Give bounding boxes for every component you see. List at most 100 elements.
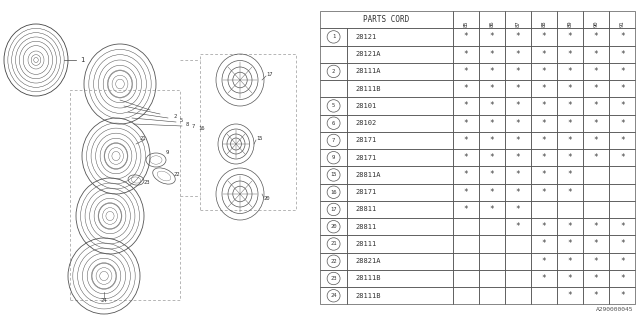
Bar <box>347 149 453 166</box>
Bar <box>453 252 479 270</box>
Text: 22: 22 <box>330 259 337 264</box>
Bar <box>347 63 453 80</box>
Bar <box>320 115 347 132</box>
Bar <box>479 218 505 235</box>
Text: *: * <box>463 136 468 145</box>
Bar <box>479 252 505 270</box>
Text: 23: 23 <box>144 180 150 185</box>
Text: 90: 90 <box>594 20 598 27</box>
Text: *: * <box>541 222 547 231</box>
Text: 28121A: 28121A <box>355 51 381 57</box>
Text: *: * <box>516 171 520 180</box>
Bar <box>479 97 505 115</box>
Text: 5: 5 <box>180 117 183 123</box>
Bar <box>453 28 479 45</box>
Bar <box>479 235 505 252</box>
Text: *: * <box>594 153 598 162</box>
Text: 91: 91 <box>620 20 625 27</box>
Text: *: * <box>594 291 598 300</box>
Text: *: * <box>568 32 572 41</box>
Text: 7: 7 <box>332 138 335 143</box>
Text: *: * <box>594 222 598 231</box>
Text: *: * <box>568 222 572 231</box>
Text: 28171: 28171 <box>355 137 376 143</box>
Text: *: * <box>541 84 547 93</box>
Text: *: * <box>541 153 547 162</box>
Bar <box>505 132 531 149</box>
Text: *: * <box>463 171 468 180</box>
Text: 24: 24 <box>100 298 108 303</box>
Bar <box>531 287 557 304</box>
Text: *: * <box>490 205 494 214</box>
Text: 28121: 28121 <box>355 34 376 40</box>
Bar <box>479 149 505 166</box>
Text: *: * <box>568 239 572 249</box>
Bar <box>557 115 583 132</box>
Bar <box>505 149 531 166</box>
Bar <box>583 252 609 270</box>
Bar <box>531 97 557 115</box>
Text: *: * <box>541 67 547 76</box>
Text: PARTS CORD: PARTS CORD <box>364 15 410 24</box>
Text: *: * <box>594 50 598 59</box>
Bar <box>479 28 505 45</box>
Text: *: * <box>490 136 494 145</box>
Text: *: * <box>541 136 547 145</box>
Bar <box>609 270 635 287</box>
Bar <box>609 218 635 235</box>
Text: *: * <box>620 257 625 266</box>
Bar <box>583 287 609 304</box>
Text: *: * <box>490 50 494 59</box>
Bar <box>479 184 505 201</box>
Bar <box>479 11 505 28</box>
Bar <box>609 80 635 97</box>
Text: 86: 86 <box>490 20 494 27</box>
Text: *: * <box>463 32 468 41</box>
Bar <box>557 287 583 304</box>
Text: *: * <box>541 188 547 197</box>
Bar <box>583 28 609 45</box>
Text: *: * <box>594 257 598 266</box>
Text: *: * <box>541 101 547 110</box>
Text: 28811: 28811 <box>355 206 376 212</box>
Text: *: * <box>568 291 572 300</box>
Bar <box>347 287 453 304</box>
Bar <box>557 11 583 28</box>
Text: *: * <box>594 136 598 145</box>
Text: *: * <box>463 205 468 214</box>
Bar <box>583 235 609 252</box>
Text: *: * <box>620 119 625 128</box>
Bar <box>347 132 453 149</box>
Text: 2: 2 <box>332 69 335 74</box>
Bar <box>505 11 531 28</box>
Text: *: * <box>594 274 598 283</box>
Bar <box>320 45 347 63</box>
Bar <box>557 235 583 252</box>
Text: *: * <box>463 50 468 59</box>
Text: *: * <box>594 239 598 249</box>
Bar <box>531 252 557 270</box>
Text: 85: 85 <box>463 20 468 27</box>
Bar <box>320 201 347 218</box>
Text: *: * <box>594 84 598 93</box>
Bar <box>557 270 583 287</box>
Bar <box>557 166 583 184</box>
Bar <box>453 149 479 166</box>
Bar <box>347 270 453 287</box>
Text: *: * <box>516 222 520 231</box>
Text: *: * <box>620 32 625 41</box>
Text: *: * <box>568 119 572 128</box>
Text: 89: 89 <box>568 20 573 27</box>
Text: 6: 6 <box>332 121 335 126</box>
Bar <box>583 45 609 63</box>
Text: *: * <box>516 119 520 128</box>
Bar <box>609 149 635 166</box>
Text: 1: 1 <box>80 57 84 63</box>
Text: *: * <box>490 119 494 128</box>
Text: 7: 7 <box>192 124 195 129</box>
Text: 21: 21 <box>140 136 147 141</box>
Text: *: * <box>541 119 547 128</box>
Bar <box>557 201 583 218</box>
Bar <box>609 166 635 184</box>
Bar <box>320 63 347 80</box>
